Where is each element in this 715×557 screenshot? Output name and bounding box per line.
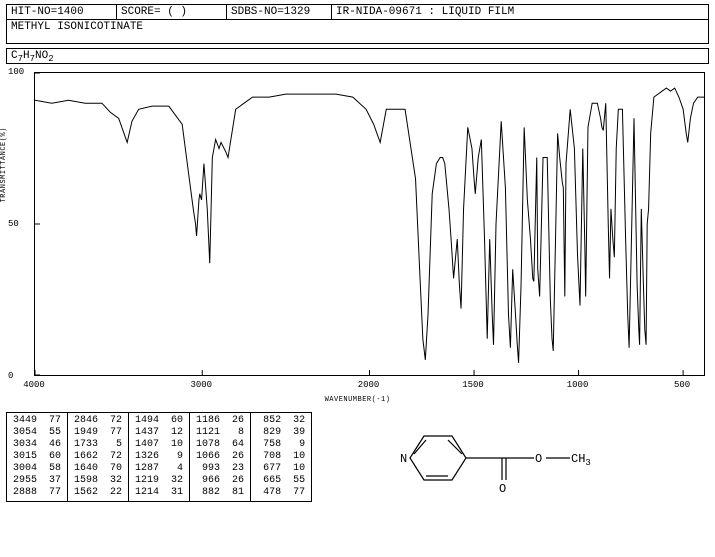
peak-row: 2955 37: [13, 475, 61, 487]
atom-o2-label: O: [535, 452, 542, 466]
peak-row: 1949 77: [74, 427, 122, 439]
peak-row: 1562 22: [74, 487, 122, 499]
peak-row: 1066 26: [196, 451, 244, 463]
peak-row: 1494 60: [135, 415, 183, 427]
peak-row: 1733 5: [74, 439, 122, 451]
peak-row: 1287 4: [135, 463, 183, 475]
x-tick-label: 500: [674, 380, 690, 390]
x-tick-label: 1500: [462, 380, 484, 390]
peak-table: 3449 773054 553034 463015 603004 582955 …: [6, 412, 312, 502]
peak-column: 1186 261121 81078 641066 26 993 23 966 2…: [190, 413, 251, 501]
structure-diagram: N O O CH3: [392, 418, 602, 498]
peak-column: 3449 773054 553034 463015 603004 582955 …: [7, 413, 68, 501]
header-bar: HIT-NO=1400 SCORE= ( ) SDBS-NO=1329 IR-N…: [6, 4, 709, 20]
y-tick-label: 100: [8, 67, 24, 77]
peak-row: 852 32: [257, 415, 305, 427]
peak-row: 3015 60: [13, 451, 61, 463]
peak-column: 2846 721949 771733 51662 721640 701598 3…: [68, 413, 129, 501]
x-tick-label: 1000: [567, 380, 589, 390]
plot-area: [34, 72, 705, 376]
peak-row: 882 81: [196, 487, 244, 499]
peak-row: 966 26: [196, 475, 244, 487]
peak-row: 829 39: [257, 427, 305, 439]
peak-row: 1662 72: [74, 451, 122, 463]
peak-row: 1121 8: [196, 427, 244, 439]
peak-row: 708 10: [257, 451, 305, 463]
peak-row: 1078 64: [196, 439, 244, 451]
y-tick-label: 0: [8, 371, 13, 381]
peak-row: 3034 46: [13, 439, 61, 451]
peak-row: 3004 58: [13, 463, 61, 475]
peak-row: 1186 26: [196, 415, 244, 427]
y-tick-label: 50: [8, 219, 19, 229]
peak-row: 1214 31: [135, 487, 183, 499]
x-tick-label: 2000: [358, 380, 380, 390]
peak-row: 758 9: [257, 439, 305, 451]
peak-row: 993 23: [196, 463, 244, 475]
peak-row: 1326 9: [135, 451, 183, 463]
peak-row: 1437 12: [135, 427, 183, 439]
peak-row: 3054 55: [13, 427, 61, 439]
peak-row: 1407 10: [135, 439, 183, 451]
x-tick-label: 4000: [23, 380, 45, 390]
bottom-panel: 3449 773054 553034 463015 603004 582955 …: [6, 412, 709, 502]
peak-row: 677 10: [257, 463, 305, 475]
molecular-structure: N O O CH3: [372, 412, 709, 500]
peak-row: 2846 72: [74, 415, 122, 427]
peak-column: 1494 601437 121407 101326 91287 41219 32…: [129, 413, 190, 501]
compound-name: METHYL ISONICOTINATE: [6, 20, 709, 44]
peak-row: 1640 70: [74, 463, 122, 475]
spectrum-line: [35, 73, 704, 375]
peak-row: 2888 77: [13, 487, 61, 499]
atom-o1-label: O: [499, 482, 506, 496]
x-tick-label: 3000: [190, 380, 212, 390]
sdbs-no-cell: SDBS-NO=1329: [226, 4, 331, 20]
x-axis-label: WAVENUMBER(-1): [325, 396, 391, 404]
ch3-label: CH3: [571, 452, 591, 468]
y-axis-label: TRANSMITTANCE(%): [0, 127, 8, 202]
peak-row: 1219 32: [135, 475, 183, 487]
molecular-formula: C7H7NO2: [6, 48, 709, 64]
atom-n-label: N: [400, 452, 407, 466]
peak-row: 1598 32: [74, 475, 122, 487]
peak-row: 3449 77: [13, 415, 61, 427]
peak-row: 665 55: [257, 475, 305, 487]
ir-nida-cell: IR-NIDA-09671 : LIQUID FILM: [331, 4, 709, 20]
peak-row: 478 77: [257, 487, 305, 499]
score-cell: SCORE= ( ): [116, 4, 226, 20]
ir-spectrum-chart: TRANSMITTANCE(%) WAVENUMBER(-1) 40003000…: [6, 66, 709, 406]
peak-column: 852 32 829 39 758 9 708 10 677 10 665 55…: [251, 413, 311, 501]
hit-no-cell: HIT-NO=1400: [6, 4, 116, 20]
